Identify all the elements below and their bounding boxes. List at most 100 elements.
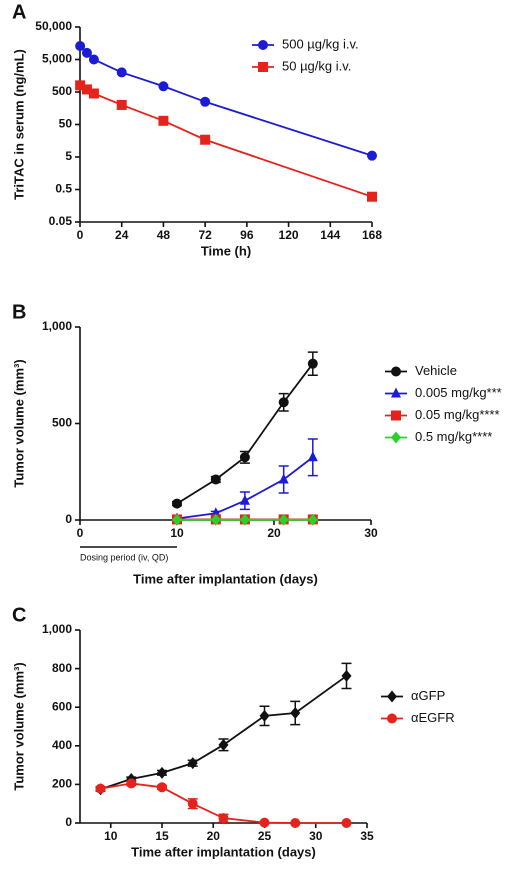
marker [200,134,211,145]
y-tick-label: 0 [65,815,72,829]
x-axis-label: Time (h) [201,243,251,258]
marker [391,431,401,444]
marker [116,99,127,110]
marker [341,669,352,682]
x-tick-label: 20 [207,829,221,843]
legend-label: Vehicle [415,363,457,378]
x-tick-label: 96 [240,228,254,242]
series-line [100,675,348,791]
x-tick-label: 120 [279,228,299,242]
x-tick-label: 168 [362,228,382,242]
marker [172,498,182,509]
marker [210,474,221,485]
legend-label: αGFP [411,688,445,703]
x-axis-label: Time after implantation (days) [131,844,316,859]
marker [158,81,169,92]
marker [307,451,318,462]
y-axis-label: TriTAC in serum (ng/mL) [11,49,26,200]
marker [210,513,221,526]
marker [187,757,198,770]
y-axis-label: Tumor volume (mm³) [11,359,26,487]
x-tick-label: 0 [77,228,84,242]
x-tick-label: 72 [198,228,212,242]
y-tick-label: 500 [52,416,72,430]
marker [259,709,270,722]
y-tick-label: 50 [59,117,73,131]
y-tick-label: 400 [52,738,72,752]
marker [239,494,250,505]
marker [367,191,377,202]
marker [157,782,167,793]
marker [88,54,99,65]
x-tick-label: 25 [258,829,272,843]
marker [387,713,397,724]
y-tick-label: 50,000 [35,19,72,33]
marker [187,798,198,809]
marker [239,513,250,526]
marker [290,706,301,719]
dosing-label: Dosing period (iv, QD) [80,552,168,562]
x-tick-label: 20 [267,526,281,540]
marker [259,817,270,828]
marker [88,88,99,99]
marker [126,778,137,789]
marker [218,738,229,751]
marker [239,452,250,463]
x-axis-label: Time after implantation (days) [133,571,318,586]
marker [258,40,268,50]
x-tick-label: 15 [155,829,169,843]
x-tick-label: 48 [157,228,171,242]
marker [367,150,377,161]
marker [116,67,127,78]
y-tick-label: 0 [65,512,72,526]
y-tick-label: 800 [52,661,72,675]
x-tick-label: 30 [364,526,378,540]
x-tick-label: 144 [320,228,340,242]
legend-label: 50 µg/kg i.v. [282,58,351,73]
marker [290,818,301,828]
marker [157,766,167,779]
y-tick-label: 5 [65,149,72,163]
marker [307,358,318,369]
marker [95,783,106,794]
marker [341,818,352,828]
marker [75,80,86,91]
x-tick-label: 10 [170,526,184,540]
y-tick-label: 5,000 [42,52,72,66]
series-line [176,363,314,505]
y-tick-label: 600 [52,699,72,713]
panel-label: C [12,604,26,626]
x-tick-label: 10 [104,829,118,843]
series-line [100,782,347,824]
legend-label: 0.5 mg/kg**** [415,429,492,444]
legend-label: 0.005 mg/kg*** [415,385,502,400]
marker [387,690,397,703]
panel-label: A [12,1,26,23]
y-tick-label: 1,000 [42,622,72,636]
marker [258,62,268,72]
legend-label: αEGFR [411,710,455,725]
x-tick-label: 0 [77,526,84,540]
marker [391,387,401,398]
y-axis-label: Tumor volume (mm³) [11,662,26,790]
panel-label: B [12,301,26,323]
y-tick-label: 200 [52,777,72,791]
marker [172,513,182,526]
y-tick-label: 500 [52,84,72,98]
marker [307,513,318,526]
marker [218,813,229,824]
marker [75,41,86,52]
marker [278,473,289,484]
marker [278,397,289,408]
y-tick-label: 0.05 [49,214,73,228]
marker [158,115,169,126]
x-tick-label: 35 [360,829,374,843]
marker [391,366,401,377]
y-tick-label: 1,000 [42,319,72,333]
legend-label: 500 µg/kg i.v. [282,36,359,51]
marker [278,513,289,526]
marker [391,410,401,421]
y-tick-label: 0.5 [55,182,72,196]
